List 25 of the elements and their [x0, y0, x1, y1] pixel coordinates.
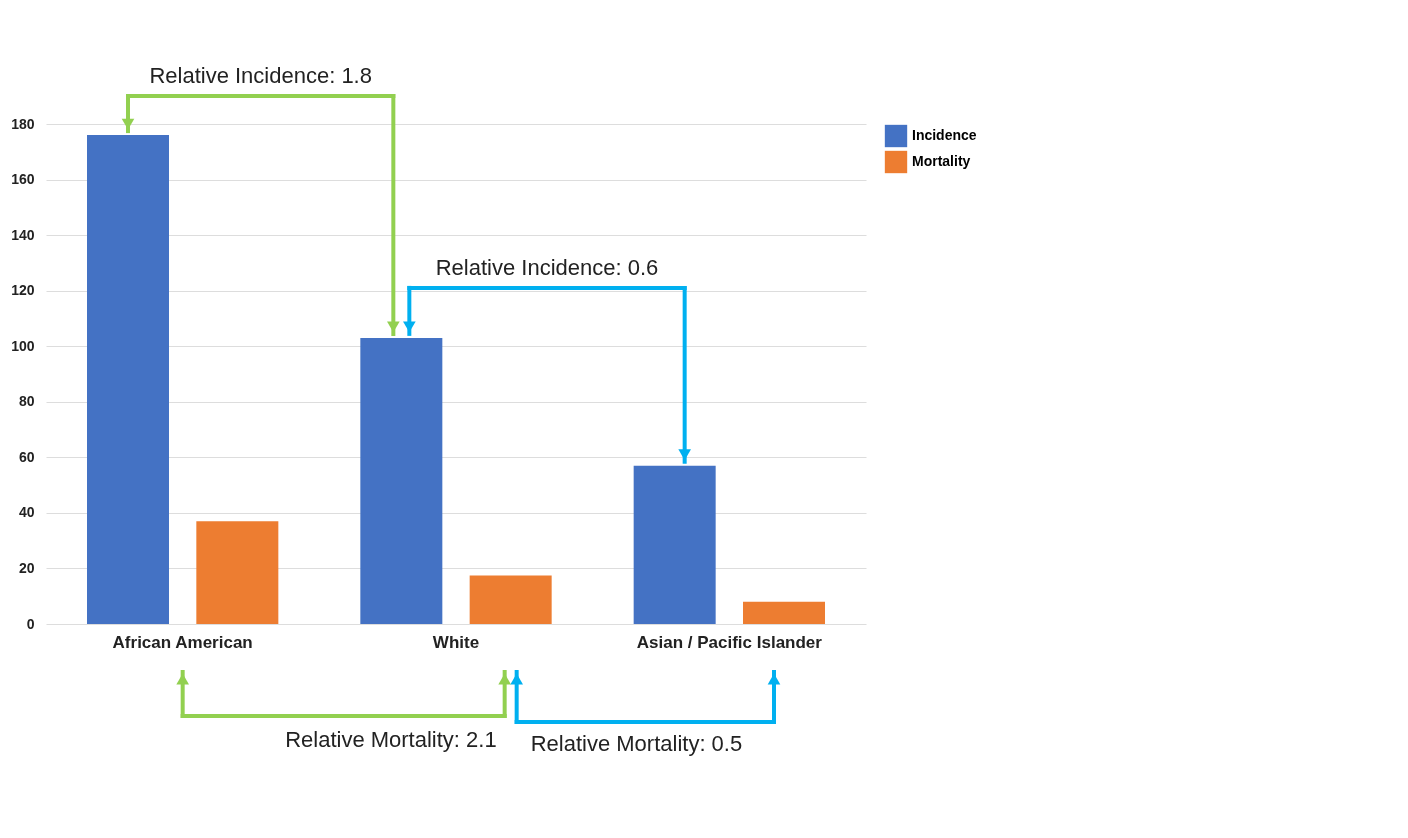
- annotation: Relative Incidence: 0.6: [435, 254, 659, 280]
- x-tick-label: African American: [112, 632, 253, 652]
- y-tick-label: 20: [18, 559, 35, 576]
- bar: [87, 135, 169, 624]
- bar: [743, 601, 825, 624]
- bar: [196, 521, 279, 624]
- bar: [633, 465, 716, 624]
- y-tick-label: 40: [18, 504, 35, 521]
- bar: [469, 575, 552, 624]
- legend-label: Mortality: [912, 153, 971, 169]
- y-tick-label: 160: [11, 171, 35, 188]
- y-tick-label: 60: [18, 448, 35, 465]
- y-tick-label: 100: [11, 337, 35, 354]
- y-tick-label: 180: [11, 115, 35, 132]
- y-tick-label: 120: [11, 282, 35, 299]
- legend-label: Incidence: [912, 127, 977, 143]
- x-tick-label: White: [432, 632, 480, 652]
- bar: [360, 337, 443, 624]
- text: Relative Mortality: 2.1: [285, 727, 497, 752]
- text: Relative Incidence: 1.8: [149, 63, 372, 88]
- x-tick-label: Asian / Pacific Islander: [636, 632, 823, 652]
- y-tick-label: 140: [11, 226, 35, 243]
- y-tick-label: 80: [18, 393, 35, 410]
- text: Relative Mortality: 0.5: [530, 731, 743, 756]
- y-tick-label: 0: [26, 615, 35, 632]
